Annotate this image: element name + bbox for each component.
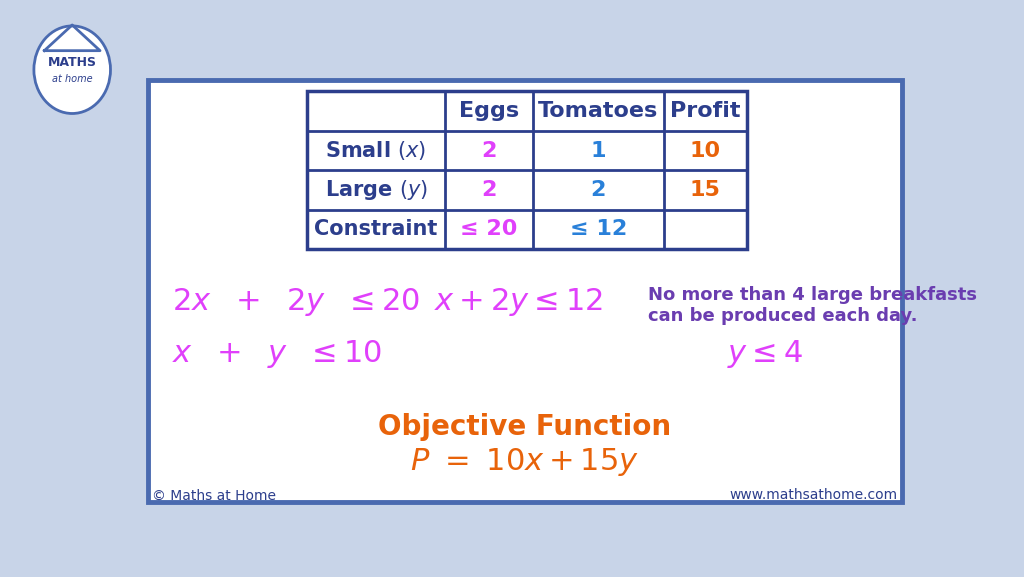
Text: Objective Function: Objective Function — [378, 413, 672, 441]
Text: 10: 10 — [690, 141, 721, 160]
Text: www.mathsathome.com: www.mathsathome.com — [730, 488, 898, 503]
Text: No more than 4 large breakfasts
can be produced each day.: No more than 4 large breakfasts can be p… — [648, 286, 977, 325]
Text: 2: 2 — [591, 180, 606, 200]
Text: ≤ 12: ≤ 12 — [569, 219, 627, 239]
FancyBboxPatch shape — [147, 80, 902, 503]
Text: Large $(y)$: Large $(y)$ — [325, 178, 427, 202]
Text: Tomatoes: Tomatoes — [538, 101, 658, 121]
Text: $x + 2y \leq 12$: $x + 2y \leq 12$ — [433, 287, 602, 319]
Text: 15: 15 — [690, 180, 721, 200]
Text: $x\ \ +\ \ y\ \ \leq 10$: $x\ \ +\ \ y\ \ \leq 10$ — [172, 338, 382, 370]
Text: $2x\ \ +\ \ 2y\ \ \leq 20$: $2x\ \ +\ \ 2y\ \ \leq 20$ — [172, 287, 420, 319]
Ellipse shape — [34, 26, 111, 114]
Text: ≤ 20: ≤ 20 — [461, 219, 518, 239]
Text: Constraint: Constraint — [314, 219, 437, 239]
Text: Small $(x)$: Small $(x)$ — [326, 139, 427, 162]
Text: Profit: Profit — [670, 101, 740, 121]
Text: at home: at home — [52, 74, 92, 84]
Text: $y \leq 4$: $y \leq 4$ — [727, 338, 803, 370]
Text: Eggs: Eggs — [459, 101, 519, 121]
Text: MATHS: MATHS — [48, 55, 96, 69]
Text: 2: 2 — [481, 141, 497, 160]
Text: © Maths at Home: © Maths at Home — [152, 488, 275, 503]
Text: 1: 1 — [591, 141, 606, 160]
Text: 2: 2 — [481, 180, 497, 200]
FancyBboxPatch shape — [306, 92, 748, 249]
Text: $P\ =\ 10x + 15y$: $P\ =\ 10x + 15y$ — [411, 447, 639, 478]
